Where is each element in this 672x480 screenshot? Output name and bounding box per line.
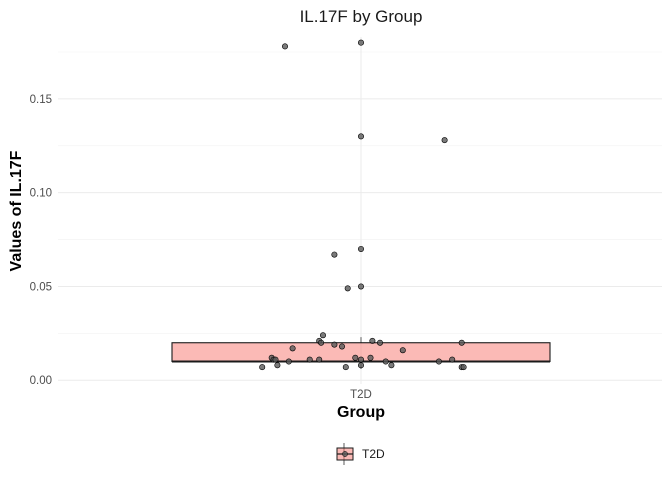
chart-title: IL.17F by Group	[300, 7, 423, 26]
data-point	[281, 43, 288, 50]
legend-label: T2D	[362, 447, 385, 461]
data-point	[274, 362, 281, 369]
data-point	[306, 356, 313, 363]
data-point	[367, 354, 374, 361]
data-point	[344, 285, 351, 292]
data-point	[357, 362, 364, 369]
data-point	[382, 358, 389, 365]
data-point	[458, 339, 465, 346]
data-point	[338, 343, 345, 350]
y-tick-label: 0.10	[30, 188, 52, 200]
data-point	[342, 364, 349, 371]
x-axis-title: Group	[337, 404, 385, 421]
data-point	[352, 354, 359, 361]
data-point	[289, 345, 296, 352]
data-point	[319, 332, 326, 339]
data-point	[388, 362, 395, 369]
data-point	[357, 133, 364, 140]
data-point	[331, 341, 338, 348]
data-point	[316, 356, 323, 363]
legend: T2D	[336, 443, 385, 465]
data-point	[285, 358, 292, 365]
data-point	[357, 283, 364, 290]
data-point	[376, 339, 383, 346]
grid-lines	[58, 37, 662, 384]
data-points	[259, 39, 467, 371]
data-point	[435, 358, 442, 365]
data-point	[357, 245, 364, 252]
data-point	[369, 337, 376, 344]
data-point	[449, 356, 456, 363]
data-point	[460, 364, 467, 371]
data-point	[399, 347, 406, 354]
data-point	[357, 39, 364, 46]
data-point	[441, 137, 448, 144]
data-point	[318, 339, 325, 346]
y-tick-label: 0.00	[30, 375, 52, 387]
y-axis-ticks: 0.00 0.05 0.10 0.15	[30, 94, 52, 387]
y-axis-title: Values of IL.17F	[8, 150, 25, 271]
y-tick-label: 0.05	[30, 281, 52, 293]
y-tick-label: 0.15	[30, 94, 52, 106]
legend-point-key	[342, 451, 348, 457]
data-point	[357, 356, 364, 363]
data-point	[331, 251, 338, 258]
data-point	[259, 364, 266, 371]
data-point	[272, 356, 279, 363]
x-tick-label: T2D	[350, 389, 372, 401]
